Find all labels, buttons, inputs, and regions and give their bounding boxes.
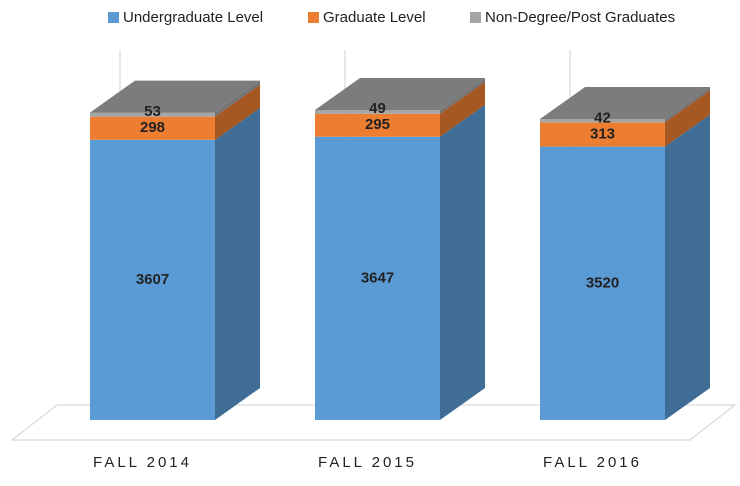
x-tick-label: FALL 2014 [93, 454, 192, 471]
bar-side [215, 80, 260, 117]
bar-side [440, 104, 485, 420]
bar-side [665, 90, 710, 147]
legend-label: Non-Degree/Post Graduates [485, 9, 675, 26]
value-label: 295 [365, 116, 390, 133]
bar-side [440, 81, 485, 137]
bar [540, 146, 665, 420]
bar-side [440, 78, 485, 114]
bar-top [315, 78, 485, 110]
legend-label: Undergraduate Level [123, 9, 263, 26]
bar [540, 119, 665, 123]
value-label: 42 [594, 109, 611, 126]
value-label: 49 [369, 100, 386, 117]
bar [315, 110, 440, 114]
value-label: 3520 [586, 274, 619, 291]
bar [90, 116, 215, 140]
x-tick-label: FALL 2016 [543, 454, 642, 471]
legend-swatch [470, 12, 481, 23]
value-label: 298 [140, 119, 165, 136]
bar [90, 139, 215, 420]
bar-top [540, 87, 710, 120]
bar-side [665, 87, 710, 123]
bar [315, 136, 440, 420]
bar [315, 113, 440, 137]
legend-swatch [308, 12, 319, 23]
bar-side [665, 114, 710, 421]
bar-top [90, 80, 260, 113]
value-label: 53 [144, 103, 161, 120]
legend-swatch [108, 12, 119, 23]
value-label: 3607 [136, 271, 169, 288]
bar-side [215, 107, 260, 420]
legend-label: Graduate Level [323, 9, 426, 26]
bar [90, 112, 215, 117]
x-tick-label: FALL 2015 [318, 454, 417, 471]
bar [540, 122, 665, 147]
bar-side [215, 84, 260, 140]
value-label: 313 [590, 125, 615, 142]
value-label: 3647 [361, 269, 394, 286]
